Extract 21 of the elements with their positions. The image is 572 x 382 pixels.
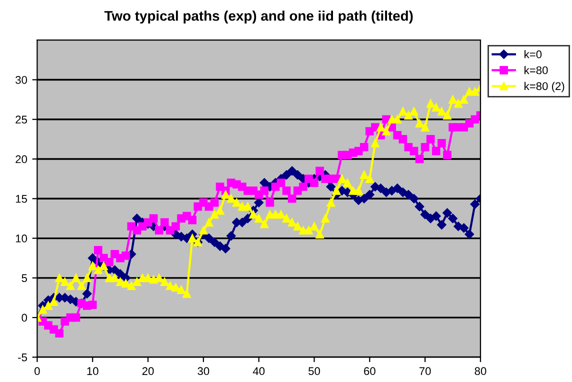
x-tick-label: 0 [34,367,40,376]
x-tick-label: 30 [198,367,210,376]
y-tick-label: 10 [16,234,28,242]
y-tick-label: 15 [16,195,27,203]
x-tick-label: 20 [142,367,154,376]
x-tick-label: 50 [308,367,320,376]
y-tick-label: 20 [16,155,28,164]
x-tick-label: 40 [252,367,265,376]
y-tick-label: -5 [18,354,27,362]
y-tick-label: 5 [22,274,27,282]
y-tick-label: 25 [16,116,27,124]
legend-label: k=80 (2) [524,82,564,92]
y-tick-label: 30 [16,76,28,84]
x-tick-label: 60 [364,367,376,376]
x-tick-label: 10 [87,367,98,376]
chart-title: Two typical paths (exp) and one iid path (tilted) [104,10,413,24]
y-tick-label: 0 [22,314,28,322]
legend-label: k=0 [524,50,542,58]
x-tick-label: 70 [419,367,431,376]
legend-label: k=80 [524,66,548,74]
x-tick-label: 80 [474,367,486,376]
